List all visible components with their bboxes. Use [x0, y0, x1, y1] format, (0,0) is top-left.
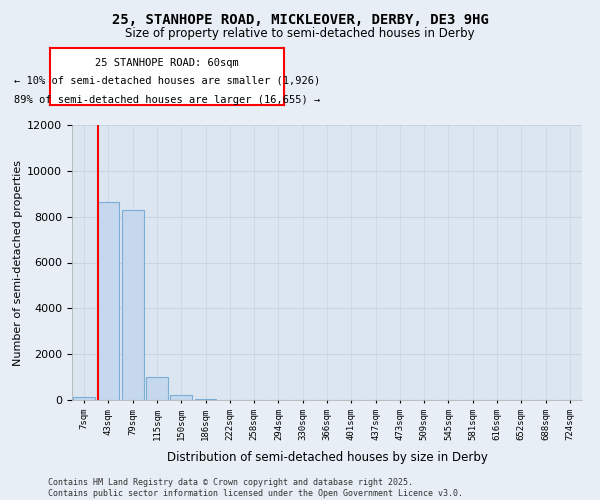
Text: 89% of semi-detached houses are larger (16,655) →: 89% of semi-detached houses are larger (…	[14, 94, 320, 104]
Text: Contains HM Land Registry data © Crown copyright and database right 2025.
Contai: Contains HM Land Registry data © Crown c…	[48, 478, 463, 498]
Text: ← 10% of semi-detached houses are smaller (1,926): ← 10% of semi-detached houses are smalle…	[14, 75, 320, 85]
Bar	[73, 396, 95, 400]
Bar	[122, 210, 143, 400]
Text: 25, STANHOPE ROAD, MICKLEOVER, DERBY, DE3 9HG: 25, STANHOPE ROAD, MICKLEOVER, DERBY, DE…	[112, 12, 488, 26]
Text: 25 STANHOPE ROAD: 60sqm: 25 STANHOPE ROAD: 60sqm	[95, 58, 239, 68]
Y-axis label: Number of semi-detached properties: Number of semi-detached properties	[13, 160, 23, 366]
Bar	[170, 396, 192, 400]
Text: Size of property relative to semi-detached houses in Derby: Size of property relative to semi-detach…	[125, 28, 475, 40]
Bar	[194, 399, 217, 400]
Bar	[146, 377, 168, 400]
Bar	[97, 202, 119, 400]
X-axis label: Distribution of semi-detached houses by size in Derby: Distribution of semi-detached houses by …	[167, 451, 487, 464]
